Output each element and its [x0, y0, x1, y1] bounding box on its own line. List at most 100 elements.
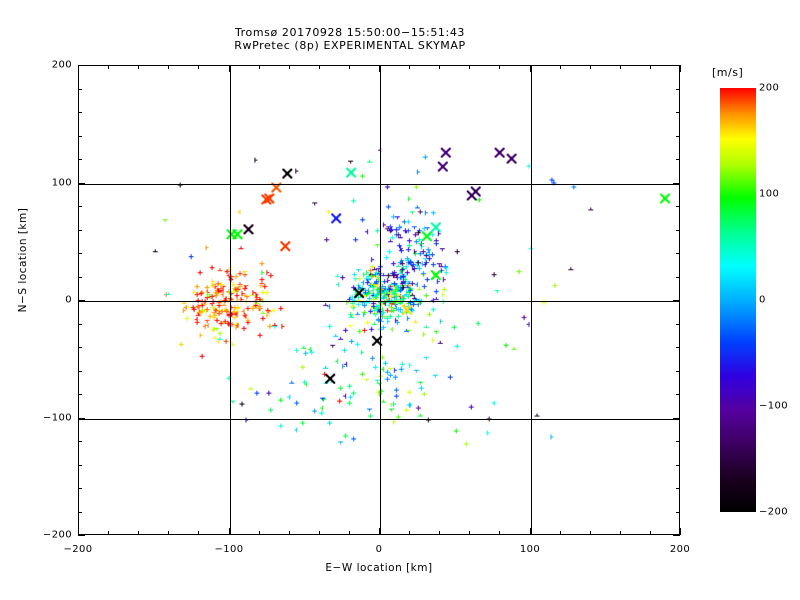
x-minor-tick — [138, 531, 139, 535]
y-minor-tick — [676, 324, 680, 325]
y-tick-label: −100 — [42, 412, 72, 424]
y-minor-tick — [78, 206, 82, 207]
y-major-tick — [78, 300, 85, 301]
x-tick-label: 100 — [519, 544, 541, 555]
y-major-tick — [673, 300, 680, 301]
y-minor-tick — [78, 136, 82, 137]
y-major-tick — [78, 65, 85, 66]
x-minor-tick — [439, 531, 440, 535]
scatter-canvas — [79, 66, 679, 534]
y-major-tick — [78, 418, 85, 419]
gridline-vertical — [230, 66, 231, 534]
y-tick-label: 200 — [51, 59, 72, 71]
x-minor-tick — [349, 531, 350, 535]
x-minor-tick — [469, 531, 470, 535]
x-minor-tick — [108, 65, 109, 69]
x-minor-tick — [198, 531, 199, 535]
x-major-tick — [680, 528, 681, 535]
x-major-tick — [530, 528, 531, 535]
x-minor-tick — [409, 65, 410, 69]
y-major-tick — [78, 535, 85, 536]
title-line-2: RwPretec (8p) EXPERIMENTAL SKYMAP — [234, 39, 466, 52]
x-major-tick — [530, 65, 531, 72]
y-major-tick — [78, 183, 85, 184]
y-minor-tick — [676, 206, 680, 207]
x-major-tick — [229, 65, 230, 72]
y-minor-tick — [78, 230, 82, 231]
x-minor-tick — [590, 65, 591, 69]
y-minor-tick — [78, 159, 82, 160]
x-minor-tick — [108, 531, 109, 535]
x-minor-tick — [590, 531, 591, 535]
gridline-horizontal — [79, 419, 679, 420]
y-tick-label: 100 — [51, 177, 72, 189]
y-minor-tick — [676, 347, 680, 348]
y-minor-tick — [676, 136, 680, 137]
y-minor-tick — [676, 488, 680, 489]
gridline-horizontal — [79, 184, 679, 185]
x-minor-tick — [499, 531, 500, 535]
y-minor-tick — [676, 465, 680, 466]
x-minor-tick — [650, 531, 651, 535]
x-minor-tick — [560, 65, 561, 69]
x-major-tick — [78, 65, 79, 72]
x-major-tick — [680, 65, 681, 72]
title-line-1: Tromsø 20170928 15:50:00−15:51:43 — [234, 26, 466, 39]
gridline-vertical — [380, 66, 381, 534]
y-minor-tick — [676, 230, 680, 231]
y-minor-tick — [676, 441, 680, 442]
x-minor-tick — [620, 65, 621, 69]
y-axis-label: N−S location [km] — [17, 207, 29, 313]
y-minor-tick — [676, 159, 680, 160]
x-minor-tick — [138, 65, 139, 69]
y-minor-tick — [676, 277, 680, 278]
x-tick-label: −200 — [63, 544, 93, 555]
y-minor-tick — [676, 253, 680, 254]
y-tick-label: 0 — [65, 294, 72, 306]
y-major-tick — [673, 65, 680, 66]
y-minor-tick — [78, 347, 82, 348]
x-minor-tick — [469, 65, 470, 69]
x-minor-tick — [198, 65, 199, 69]
y-major-tick — [673, 418, 680, 419]
x-minor-tick — [168, 531, 169, 535]
y-minor-tick — [78, 112, 82, 113]
x-minor-tick — [650, 65, 651, 69]
x-minor-tick — [289, 531, 290, 535]
gridline-horizontal — [79, 301, 679, 302]
y-minor-tick — [78, 89, 82, 90]
x-tick-label: 200 — [669, 544, 691, 555]
y-major-tick — [673, 535, 680, 536]
x-minor-tick — [620, 531, 621, 535]
gridline-vertical — [531, 66, 532, 534]
x-major-tick — [379, 65, 380, 72]
y-minor-tick — [676, 89, 680, 90]
x-minor-tick — [259, 65, 260, 69]
x-minor-tick — [168, 65, 169, 69]
x-major-tick — [229, 528, 230, 535]
x-minor-tick — [319, 65, 320, 69]
colorbar-tick-label: −200 — [759, 506, 789, 518]
x-major-tick — [379, 528, 380, 535]
x-minor-tick — [349, 65, 350, 69]
x-tick-label: 0 — [375, 544, 383, 555]
y-minor-tick — [78, 488, 82, 489]
y-minor-tick — [78, 465, 82, 466]
x-minor-tick — [259, 531, 260, 535]
y-minor-tick — [676, 112, 680, 113]
x-axis-label: E−W location [km] — [325, 562, 433, 574]
y-minor-tick — [78, 253, 82, 254]
x-minor-tick — [289, 65, 290, 69]
y-minor-tick — [78, 394, 82, 395]
colorbar-tick-label: 0 — [759, 294, 766, 306]
y-minor-tick — [676, 371, 680, 372]
colorbar-unit-label: [m/s] — [712, 66, 744, 79]
x-major-tick — [78, 528, 79, 535]
colorbar-tick-label: −100 — [759, 400, 789, 412]
chart-title: Tromsø 20170928 15:50:00−15:51:43 RwPret… — [0, 26, 700, 52]
colorbar-tick-label: 200 — [759, 82, 780, 94]
x-minor-tick — [499, 65, 500, 69]
y-minor-tick — [676, 512, 680, 513]
y-minor-tick — [78, 277, 82, 278]
